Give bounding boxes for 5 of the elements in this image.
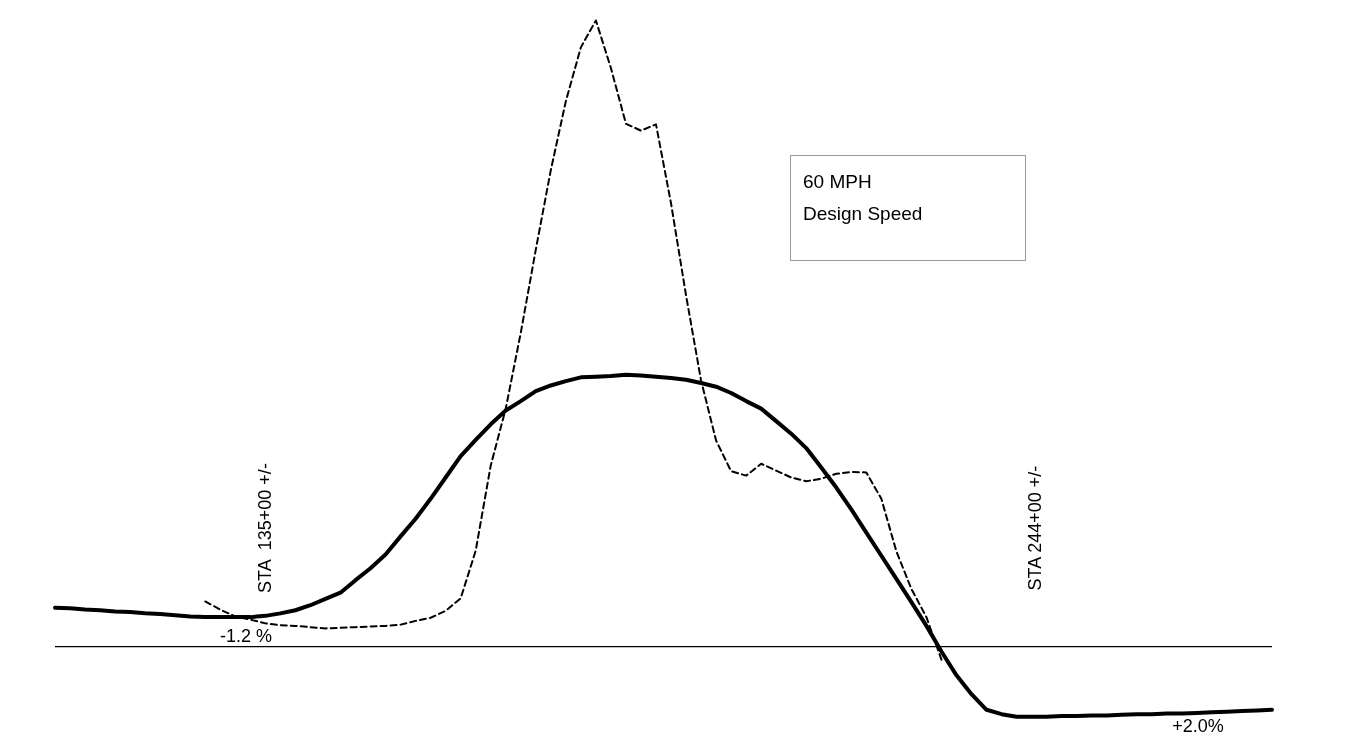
text-box: 60 MPH Design Speed bbox=[790, 155, 1026, 261]
annotation: STA 135+00 +/- bbox=[254, 463, 276, 593]
annotation: -1.2 % bbox=[219, 625, 273, 647]
annotation: +2.0% bbox=[1172, 715, 1224, 737]
annotation: STA 244+00 +/- bbox=[1024, 465, 1046, 591]
